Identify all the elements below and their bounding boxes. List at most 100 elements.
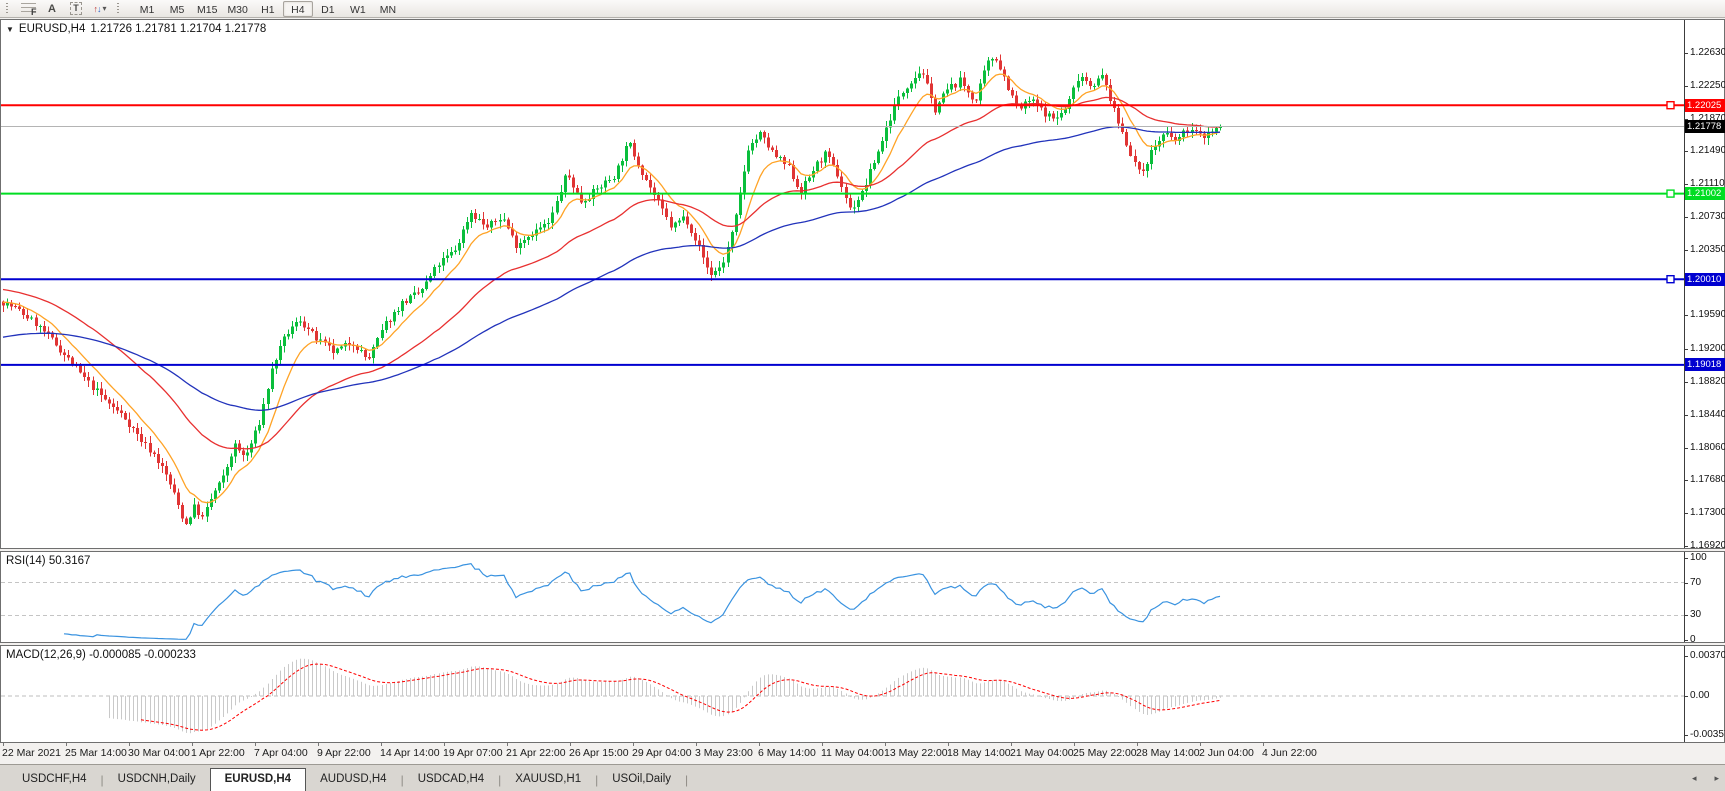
time-axis-tick (696, 743, 697, 746)
tab-separator: | (595, 773, 599, 787)
axis-tick (1685, 558, 1688, 559)
time-axis-label: 13 May 22:00 (884, 747, 948, 759)
chart-symbol-label: EURUSD,H4 (18, 23, 86, 35)
axis-tick (1685, 86, 1688, 87)
arrows-tool-icon[interactable]: ↑↓ ▾ (93, 3, 107, 14)
axis-tick (1685, 53, 1688, 54)
tab-eurusd-h4[interactable]: EURUSD,H4 (209, 768, 307, 791)
tab-separator: | (498, 773, 502, 787)
timeframe-h1-button[interactable]: H1 (261, 3, 275, 16)
time-axis-label: 26 Apr 15:00 (569, 747, 629, 759)
time-axis-tick (633, 743, 634, 746)
axis-tick-label: 1.17300 (1690, 507, 1725, 518)
timeframe-m1-button[interactable]: M1 (139, 3, 155, 16)
axis-tick (1685, 119, 1688, 120)
axis-tick (1685, 382, 1688, 383)
price-level-badge: 1.21778 (1685, 120, 1725, 133)
time-axis-label: 6 May 14:00 (758, 747, 816, 759)
chart-ohlc-values: 1.21726 1.21781 1.21704 1.21778 (90, 23, 267, 35)
text-tool-icon[interactable]: A (48, 2, 56, 15)
axis-tick (1685, 250, 1688, 251)
axis-tick-label: 1.22250 (1690, 80, 1725, 91)
text-label-tool-icon[interactable]: T (65, 1, 87, 17)
axis-tick-label: 1.21110 (1690, 178, 1725, 189)
axis-tick-label: 1.17680 (1690, 474, 1725, 485)
time-axis-tick (507, 743, 508, 746)
time-axis-label: 3 May 23:00 (695, 747, 753, 759)
axis-tick-label: 1.21870 (1690, 113, 1725, 124)
axis-tick-label: 0.003701 (1690, 650, 1725, 661)
axis-tick-label: 1.22630 (1690, 47, 1725, 58)
axis-tick (1685, 513, 1688, 514)
time-axis-tick (885, 743, 886, 746)
time-axis-tick (129, 743, 130, 746)
timeframe-m5-button[interactable]: M5 (169, 3, 185, 16)
timeframe-mn-button[interactable]: MN (379, 3, 397, 16)
time-axis-tick (318, 743, 319, 746)
dropdown-caret-icon[interactable]: ▾ (102, 4, 107, 13)
axis-tick-label: 1.19200 (1690, 343, 1725, 354)
rsi-indicator-panel[interactable]: 100 70 30 0 RSI(14) 50.3167 (0, 551, 1725, 645)
timeframe-m30-button[interactable]: M30 (227, 3, 248, 16)
tab-usdcad-h4[interactable]: USDCAD,H4 (417, 773, 485, 785)
axis-tick-label: 70 (1690, 577, 1702, 588)
axis-tick (1685, 656, 1688, 657)
timeframe-m15-button[interactable]: M15 (197, 3, 218, 16)
timeframe-d1-button[interactable]: D1 (321, 3, 335, 16)
toolbar-grip[interactable] (6, 2, 11, 15)
time-axis-tick (948, 743, 949, 746)
time-axis-label: 9 Apr 22:00 (317, 747, 371, 759)
axis-tick (1685, 615, 1688, 616)
axis-tick (1685, 448, 1688, 449)
time-axis-label: 29 Apr 04:00 (632, 747, 692, 759)
top-toolbar: F A T ↑↓ ▾ M1 M5 M15 M30 H1 H4 D1 W1 MN (0, 0, 1725, 18)
time-axis-label: 21 May 04:00 (1010, 747, 1074, 759)
fibonacci-tool-icon[interactable]: F (17, 1, 39, 17)
axis-tick (1685, 217, 1688, 218)
tab-xauusd-h1[interactable]: XAUUSD,H1 (515, 773, 582, 785)
tab-usdchf-h4[interactable]: USDCHF,H4 (22, 773, 87, 785)
time-axis[interactable]: 22 Mar 2021 25 Mar 14:00 30 Mar 04:00 1 Apr… (0, 743, 1725, 764)
time-axis-tick (1074, 743, 1075, 746)
time-axis-tick (822, 743, 823, 746)
toolbar-grip[interactable] (117, 2, 122, 15)
time-axis-label: 25 May 22:00 (1073, 747, 1137, 759)
tab-audusd-h4[interactable]: AUDUSD,H4 (320, 773, 387, 785)
candlestick-chart-canvas[interactable] (1, 20, 1684, 548)
price-level-badge: 1.19018 (1685, 358, 1725, 371)
price-axis[interactable]: 1.22630 1.22250 1.21870 1.21490 1.21110 1.207… (1684, 20, 1725, 551)
price-level-badge: 1.20010 (1685, 273, 1725, 286)
timeframe-w1-button[interactable]: W1 (350, 3, 366, 16)
symbol-dropdown-icon[interactable]: ▼ (6, 24, 14, 34)
time-axis-tick (444, 743, 445, 746)
tab-scroll-left-icon[interactable]: ◂ (1691, 773, 1697, 783)
axis-tick-label: 1.19590 (1690, 309, 1725, 320)
time-axis-tick (381, 743, 382, 746)
axis-tick (1685, 583, 1688, 584)
time-axis-tick (192, 743, 193, 746)
time-axis-tick (570, 743, 571, 746)
tab-scroll-right-icon[interactable]: ▸ (1714, 773, 1719, 783)
axis-tick (1685, 415, 1688, 416)
chart-title[interactable]: ▼ EURUSD,H4 1.21726 1.21781 1.21704 1.21… (6, 23, 266, 35)
tab-separator: | (400, 773, 404, 787)
macd-label: MACD(12,26,9) -0.000085 -0.000233 (6, 649, 196, 661)
macd-indicator-panel[interactable]: 0.003701 0.00 -0.003572 MACD(12,26,9) -0.0… (0, 645, 1725, 743)
timeframe-h4-button[interactable]: H4 (282, 0, 313, 17)
fibonacci-lines-icon: F (20, 2, 37, 17)
rsi-chart-canvas[interactable] (1, 552, 1684, 642)
tab-usdcnh-daily[interactable]: USDCNH,Daily (117, 773, 196, 785)
time-axis-label: 19 Apr 07:00 (443, 747, 503, 759)
axis-tick-label: 1.18060 (1690, 442, 1725, 453)
time-axis-label: 28 May 14:00 (1136, 747, 1200, 759)
price-chart-panel[interactable]: 1.22630 1.22250 1.21870 1.21490 1.21110 1.207… (0, 19, 1725, 551)
macd-chart-canvas[interactable] (1, 646, 1684, 742)
axis-tick (1685, 546, 1688, 547)
tab-usoil-daily[interactable]: USOil,Daily (612, 773, 672, 785)
axis-tick-label: 1.21490 (1690, 145, 1725, 156)
axis-tick (1685, 349, 1688, 350)
rsi-label: RSI(14) 50.3167 (6, 555, 91, 567)
time-axis-tick (759, 743, 760, 746)
axis-tick-label: 100 (1690, 552, 1707, 563)
axis-tick-label: 30 (1690, 609, 1702, 620)
